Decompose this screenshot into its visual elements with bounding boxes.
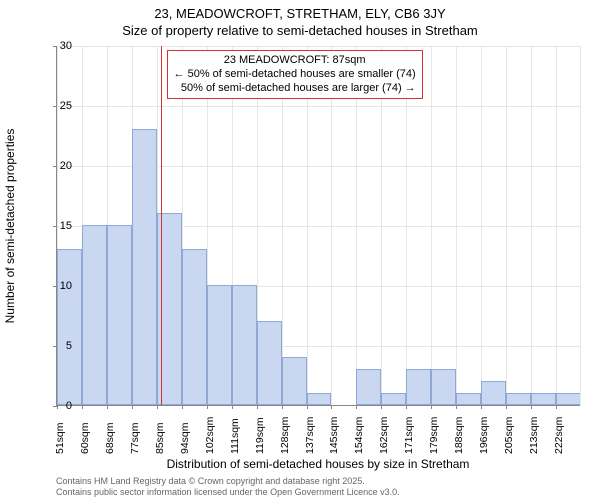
x-tick-mark bbox=[207, 405, 208, 409]
x-tick-label: 51sqm bbox=[54, 422, 66, 454]
gridline-v bbox=[456, 46, 457, 405]
x-tick-mark bbox=[331, 405, 332, 409]
x-tick-label: 102sqm bbox=[204, 417, 216, 454]
histogram-bar bbox=[132, 129, 157, 405]
x-tick-mark bbox=[307, 405, 308, 409]
histogram-bar bbox=[107, 225, 132, 405]
gridline-h bbox=[57, 106, 580, 107]
histogram-bar bbox=[431, 369, 456, 405]
x-tick-label: 171sqm bbox=[403, 417, 415, 454]
x-tick-mark bbox=[556, 405, 557, 409]
x-tick-label: 179sqm bbox=[428, 417, 440, 454]
x-tick-label: 60sqm bbox=[79, 422, 91, 454]
histogram-bar bbox=[57, 249, 82, 405]
annotation-line-1: 23 MEADOWCROFT: 87sqm bbox=[174, 54, 416, 68]
gridline-v bbox=[406, 46, 407, 405]
gridline-v bbox=[381, 46, 382, 405]
histogram-bar bbox=[207, 285, 232, 405]
x-tick-label: 128sqm bbox=[279, 417, 291, 454]
x-tick-label: 154sqm bbox=[353, 417, 365, 454]
y-tick-label: 5 bbox=[52, 340, 72, 352]
histogram-bar bbox=[531, 393, 556, 405]
gridline-v bbox=[431, 46, 432, 405]
gridline-v bbox=[556, 46, 557, 405]
footer-line-2: Contains public sector information licen… bbox=[56, 487, 580, 498]
x-tick-label: 188sqm bbox=[453, 417, 465, 454]
y-tick-label: 10 bbox=[52, 280, 72, 292]
annotation-line-3: 50% of semi-detached houses are larger (… bbox=[174, 82, 416, 96]
x-tick-mark bbox=[431, 405, 432, 409]
y-tick-label: 0 bbox=[52, 400, 72, 412]
annotation-line-2: ← 50% of semi-detached houses are smalle… bbox=[174, 68, 416, 82]
histogram-bar bbox=[82, 225, 107, 405]
x-tick-mark bbox=[82, 405, 83, 409]
x-tick-mark bbox=[132, 405, 133, 409]
x-tick-label: 145sqm bbox=[328, 417, 340, 454]
gridline-v bbox=[481, 46, 482, 405]
histogram-bar bbox=[406, 369, 431, 405]
x-tick-mark bbox=[481, 405, 482, 409]
footer-line-1: Contains HM Land Registry data © Crown c… bbox=[56, 476, 580, 487]
y-axis-label: Number of semi-detached properties bbox=[3, 129, 17, 324]
gridline-v bbox=[356, 46, 357, 405]
x-tick-label: 111sqm bbox=[229, 418, 241, 454]
x-tick-mark bbox=[282, 405, 283, 409]
y-tick-label: 20 bbox=[52, 160, 72, 172]
histogram-bar bbox=[182, 249, 207, 405]
histogram-bar bbox=[506, 393, 531, 405]
x-tick-label: 68sqm bbox=[104, 422, 116, 454]
gridline-v bbox=[282, 46, 283, 405]
histogram-bar bbox=[232, 285, 257, 405]
x-tick-mark bbox=[506, 405, 507, 409]
reference-line bbox=[161, 46, 162, 405]
x-tick-label: 162sqm bbox=[378, 417, 390, 454]
chart-title: 23, MEADOWCROFT, STRETHAM, ELY, CB6 3JY bbox=[0, 6, 600, 21]
histogram-bar bbox=[556, 393, 581, 405]
histogram-bar bbox=[481, 381, 506, 405]
histogram-bar bbox=[456, 393, 481, 405]
gridline-h bbox=[57, 46, 580, 47]
y-tick-label: 15 bbox=[52, 220, 72, 232]
x-tick-mark bbox=[157, 405, 158, 409]
x-tick-label: 119sqm bbox=[254, 417, 266, 454]
chart-subtitle: Size of property relative to semi-detach… bbox=[0, 23, 600, 38]
y-tick-label: 25 bbox=[52, 100, 72, 112]
x-tick-mark bbox=[107, 405, 108, 409]
x-tick-mark bbox=[257, 405, 258, 409]
gridline-v bbox=[580, 46, 581, 405]
x-tick-label: 196sqm bbox=[478, 417, 490, 454]
y-tick-label: 30 bbox=[52, 40, 72, 52]
x-tick-label: 77sqm bbox=[129, 422, 141, 454]
x-tick-mark bbox=[456, 405, 457, 409]
histogram-bar bbox=[257, 321, 282, 405]
gridline-v bbox=[506, 46, 507, 405]
gridline-v bbox=[331, 46, 332, 405]
x-tick-mark bbox=[182, 405, 183, 409]
x-tick-mark bbox=[356, 405, 357, 409]
x-tick-mark bbox=[406, 405, 407, 409]
histogram-bar bbox=[282, 357, 307, 405]
x-tick-label: 205sqm bbox=[503, 417, 515, 454]
gridline-v bbox=[307, 46, 308, 405]
histogram-bar bbox=[307, 393, 332, 405]
histogram-bar bbox=[381, 393, 406, 405]
chart-footer: Contains HM Land Registry data © Crown c… bbox=[56, 476, 580, 498]
x-tick-label: 222sqm bbox=[553, 417, 565, 454]
x-tick-mark bbox=[531, 405, 532, 409]
x-tick-label: 85sqm bbox=[154, 422, 166, 454]
x-tick-mark bbox=[381, 405, 382, 409]
annotation-box: 23 MEADOWCROFT: 87sqm← 50% of semi-detac… bbox=[167, 50, 423, 99]
x-axis-label: Distribution of semi-detached houses by … bbox=[56, 457, 580, 471]
x-tick-label: 213sqm bbox=[528, 417, 540, 454]
x-tick-label: 94sqm bbox=[179, 422, 191, 454]
gridline-v bbox=[531, 46, 532, 405]
plot-area: 23 MEADOWCROFT: 87sqm← 50% of semi-detac… bbox=[56, 46, 580, 406]
x-tick-label: 137sqm bbox=[304, 417, 316, 454]
x-tick-mark bbox=[232, 405, 233, 409]
histogram-bar bbox=[356, 369, 381, 405]
